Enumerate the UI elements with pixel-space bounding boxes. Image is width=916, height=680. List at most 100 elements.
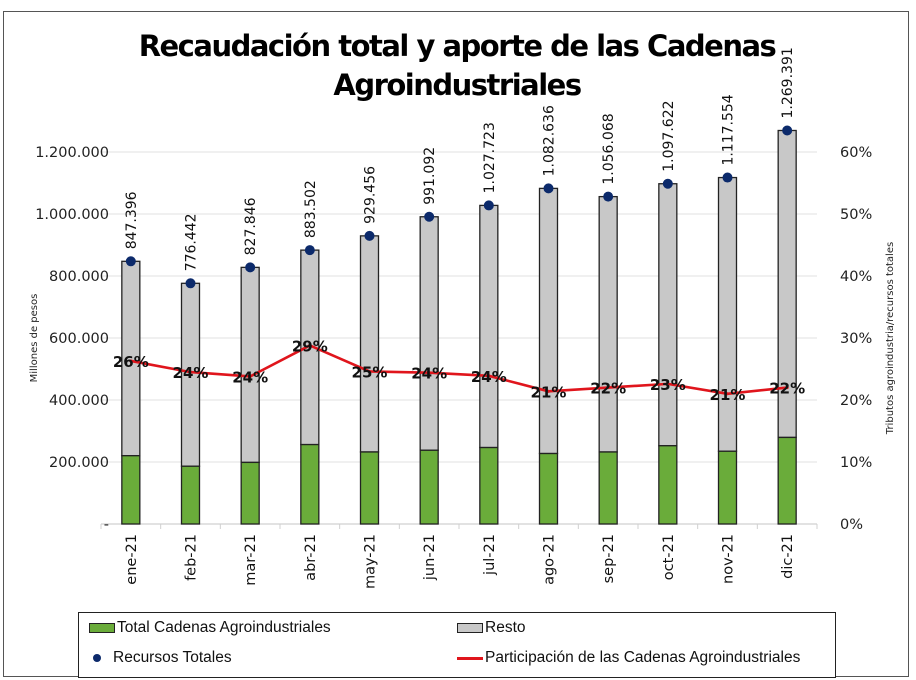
share-pct-label: 24%	[232, 368, 268, 386]
category-labels: ene-21 feb-21 mar-21 abr-21 may-21 jun-21 jul-…	[124, 534, 796, 589]
category-label: may-21	[363, 534, 379, 589]
share-line-point	[308, 343, 312, 347]
bar-resto	[538, 187, 559, 455]
right-tick-label: 40%	[840, 269, 872, 285]
bar-resto	[598, 195, 618, 453]
share-line-point	[189, 370, 192, 374]
bar-total-cadenas	[419, 449, 439, 525]
total-value-label: 1.027.723	[482, 122, 498, 193]
right-tick-label: 10%	[840, 455, 872, 471]
total-marker	[424, 211, 435, 222]
legend-item-recursos-totales: Recursos Totales	[89, 649, 232, 667]
category-label: ene-21	[124, 534, 140, 585]
category-label: jun-21	[422, 534, 438, 581]
bar-resto	[658, 183, 678, 447]
right-axis-ticks: 0% 10% 20% 30% 40% 50% 60%	[840, 145, 872, 533]
legend-line-icon	[457, 656, 483, 660]
left-tick-label: 800.000	[49, 269, 109, 285]
legend-swatch-gray	[457, 623, 483, 633]
bar-resto	[717, 176, 738, 452]
bar-total-cadenas	[658, 445, 678, 525]
share-line-point	[606, 386, 610, 390]
left-axis-title: Millones de pesos	[29, 294, 40, 383]
total-marker	[245, 262, 256, 273]
bar-total-cadenas	[538, 452, 559, 525]
legend-label: Recursos Totales	[113, 649, 232, 666]
total-marker	[782, 125, 793, 136]
bar-total-cadenas	[777, 436, 797, 525]
bar-total-cadenas	[121, 455, 141, 525]
legend-dot-icon	[93, 654, 101, 662]
right-tick-label: 0%	[840, 517, 863, 533]
category-label: ago-21	[542, 534, 558, 585]
total-marker	[125, 256, 136, 267]
total-value-label: 883.502	[303, 180, 319, 238]
share-pct-label: 24%	[173, 364, 209, 382]
legend-label: Resto	[485, 619, 526, 636]
right-tick-label: 60%	[840, 145, 872, 161]
legend-item-total-cadenas: Total Cadenas Agroindustriales	[89, 619, 331, 637]
total-value-label: 827.846	[243, 197, 259, 255]
share-pct-label: 22%	[769, 380, 805, 398]
bar-total-cadenas	[717, 450, 738, 525]
share-line-point	[427, 371, 431, 375]
left-tick-label: 400.000	[49, 393, 109, 409]
share-line-point	[129, 359, 133, 363]
category-label: dic-21	[780, 534, 796, 579]
left-tick-label: 600.000	[49, 331, 109, 347]
total-marker	[185, 278, 196, 289]
bar-resto	[359, 235, 380, 453]
right-tick-label: 30%	[840, 331, 872, 347]
bar-total-cadenas	[180, 465, 201, 525]
total-value-label: 991.092	[422, 147, 438, 205]
category-label: jul-21	[482, 534, 498, 576]
bars	[121, 129, 797, 525]
data-labels: 847.396 776.442 827.846 883.502 929.456 991.0…	[113, 47, 805, 404]
share-pct-label: 29%	[292, 337, 328, 355]
share-line-point	[726, 392, 729, 396]
total-value-label: 1.269.391	[780, 47, 796, 118]
legend-label: Total Cadenas Agroindustriales	[117, 619, 331, 636]
total-value-label: 847.396	[124, 191, 140, 249]
share-line-point	[547, 389, 550, 393]
total-value-label: 776.442	[184, 213, 200, 271]
total-marker	[304, 245, 315, 256]
bar-resto	[240, 266, 260, 464]
category-label: feb-21	[184, 534, 200, 581]
bar-total-cadenas	[479, 446, 499, 525]
bar-total-cadenas	[598, 451, 618, 525]
category-label: sep-21	[601, 534, 617, 583]
total-value-label: 1.097.622	[661, 100, 677, 171]
total-markers	[125, 125, 793, 289]
category-label: nov-21	[721, 534, 737, 584]
left-tick-label: -	[104, 517, 109, 533]
category-label: abr-21	[303, 534, 319, 581]
left-tick-label: 200.000	[49, 455, 109, 471]
share-line-point	[487, 374, 491, 378]
chart-svg: Recaudación total y aporte de las Cadena…	[29, 29, 896, 589]
gridlines	[100, 151, 818, 529]
share-pct-label: 26%	[113, 353, 149, 371]
total-value-label: 1.082.636	[542, 105, 558, 176]
legend-item-resto: Resto	[457, 619, 526, 637]
share-pct-label: 24%	[411, 365, 447, 383]
share-pct-label: 24%	[471, 368, 507, 386]
category-label: oct-21	[661, 534, 677, 580]
share-pct-label: 21%	[531, 383, 567, 401]
total-value-label: 1.056.068	[601, 113, 617, 184]
legend-item-participacion: Participación de las Cadenas Agroindustr…	[457, 649, 800, 667]
share-pct-label: 23%	[650, 376, 686, 394]
share-line-path	[130, 344, 788, 396]
total-marker	[483, 200, 494, 211]
total-marker	[543, 183, 554, 194]
share-pct-label: 21%	[710, 386, 746, 404]
total-value-label: 929.456	[363, 166, 379, 224]
bar-resto	[479, 204, 499, 449]
total-marker	[662, 178, 673, 189]
chart-title-line-2: Agroindustriales	[333, 68, 580, 102]
share-line	[129, 343, 789, 396]
right-tick-label: 50%	[840, 207, 872, 223]
total-marker	[722, 172, 733, 183]
bar-total-cadenas	[240, 461, 260, 525]
share-line-point	[666, 382, 670, 386]
